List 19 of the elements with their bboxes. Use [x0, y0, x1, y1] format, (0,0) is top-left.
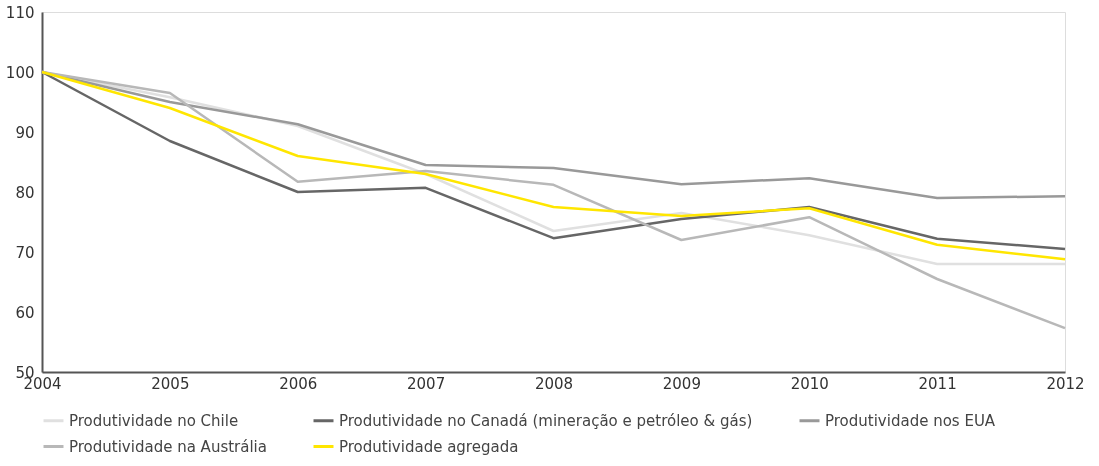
legend-label: Produtividade na Austrália	[69, 437, 267, 456]
y-tick-label: 90	[15, 123, 35, 142]
x-tick-label: 2011	[918, 374, 957, 393]
x-tick-label: 2008	[534, 374, 574, 393]
y-tick-label: 60	[15, 303, 35, 322]
x-tick-label: 2006	[279, 374, 318, 393]
legend-label: Produtividade no Canadá (mineração e petróleo & gás)	[339, 411, 753, 430]
y-tick-label: 110	[5, 3, 35, 22]
x-tick-label: 2010	[790, 374, 829, 393]
y-tick-label: 80	[15, 183, 35, 202]
x-tick-label: 2009	[662, 374, 701, 393]
legend-label: Produtividade agregada	[339, 437, 519, 456]
x-tick-label: 2005	[151, 374, 190, 393]
legend-label: Produtividade nos EUA	[825, 411, 996, 430]
y-tick-label: 100	[5, 63, 35, 82]
legend-label: Produtividade no Chile	[69, 411, 239, 430]
x-tick-label: 2012	[1046, 374, 1085, 393]
x-tick-label: 2007	[407, 374, 446, 393]
y-tick-label: 70	[15, 243, 35, 262]
